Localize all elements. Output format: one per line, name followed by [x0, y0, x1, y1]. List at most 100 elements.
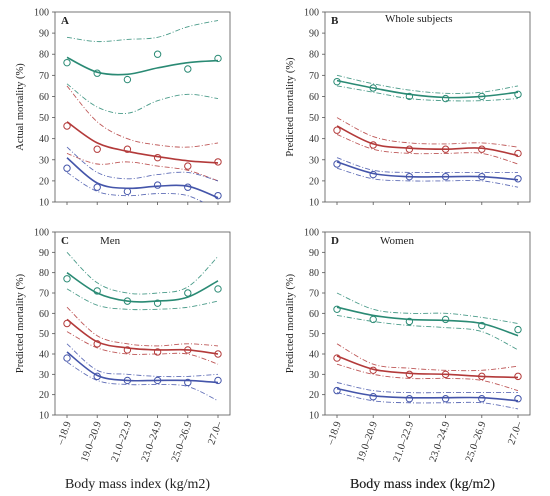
data-point [405, 92, 414, 101]
y-tick-label: 40 [39, 134, 49, 145]
y-tick-label: 30 [39, 370, 49, 381]
y-tick-label: 70 [309, 289, 319, 300]
series-0 [333, 74, 522, 103]
data-point [184, 65, 192, 73]
ci-upper-line [66, 85, 219, 148]
ci-upper-line [336, 157, 518, 174]
y-tick-label: 20 [39, 176, 49, 187]
data-point [405, 172, 414, 181]
data-point [153, 348, 162, 356]
series-1 [63, 85, 222, 182]
y-tick-label: 60 [39, 309, 49, 320]
data-point [514, 90, 522, 99]
x-tick-label: 25.0–26.9 [170, 420, 195, 463]
data-point [153, 153, 162, 162]
ci-upper-line [336, 74, 519, 94]
ci-lower-line [66, 288, 219, 311]
data-point [514, 149, 522, 158]
x-tick-label: 21.0–22.9 [392, 420, 417, 463]
data-point [214, 191, 222, 200]
ci-lower-line [66, 361, 219, 402]
ci-upper-line [66, 19, 219, 43]
data-point [123, 145, 132, 153]
y-tick-label: 50 [39, 113, 49, 124]
data-point [478, 395, 486, 403]
data-point [153, 50, 162, 58]
data-point [123, 376, 132, 385]
y-tick-label: 30 [39, 155, 49, 166]
data-point [441, 172, 450, 181]
series-0 [333, 292, 522, 351]
y-tick-label: 30 [309, 370, 319, 381]
data-point [478, 172, 486, 181]
data-point [184, 183, 192, 191]
data-point [441, 145, 450, 153]
plot-area [333, 292, 522, 410]
data-point [405, 370, 414, 379]
x-tick-label: 27.0– [206, 420, 225, 447]
data-point [478, 92, 486, 101]
panel-b: 10 20 30 40 50 60 70 80 90 100 B Whole subjects Pred… [285, 8, 531, 492]
x-tick-label: 23.0–24.9 [428, 420, 453, 463]
data-point [63, 275, 71, 283]
plot-frame [54, 231, 231, 416]
series-2 [63, 146, 222, 202]
data-point [514, 372, 522, 381]
data-point [93, 340, 101, 348]
data-point [123, 346, 132, 354]
data-point [478, 145, 486, 153]
x-tick-label: 19.0–20.9 [79, 420, 104, 463]
data-point [184, 378, 192, 387]
y-tick-label: 10 [309, 411, 319, 422]
data-point [93, 372, 101, 381]
y-tick-label: 70 [39, 71, 49, 82]
x-tick-label: 21.0–22.9 [110, 420, 135, 463]
panel-letter: C [61, 235, 69, 247]
panel-letter: D [331, 235, 339, 247]
data-point [333, 160, 341, 168]
ci-upper-line [66, 251, 219, 295]
y-axis-label: Predicted mortality (%) [15, 273, 26, 373]
series-0 [63, 19, 222, 114]
data-point [63, 164, 71, 172]
panel-title: Women [380, 235, 414, 247]
panel-title: Men [100, 235, 121, 247]
y-axis-label: Actual mortality (%) [15, 63, 26, 151]
data-point [184, 289, 192, 297]
fit-line [336, 355, 519, 379]
data-point [514, 325, 522, 334]
x-tick-label: 25.0–26.9 [464, 420, 489, 463]
y-tick-label: 50 [309, 329, 319, 340]
y-tick-label: 20 [309, 390, 319, 401]
panel-d: 10 20 30 40 50 60 70 80 90 100 –18.9 19.0–20.9 21.0–… [285, 228, 531, 492]
ci-upper-line [336, 382, 518, 394]
y-tick-label: 20 [309, 176, 319, 187]
data-point [214, 285, 222, 293]
y-tick-label: 60 [309, 92, 319, 103]
data-point [369, 366, 377, 374]
panel-letter: B [331, 15, 339, 27]
y-tick-label: 50 [309, 113, 319, 124]
y-axis-label: Predicted mortality (%) [285, 273, 296, 373]
data-point [123, 75, 132, 84]
y-tick-label: 10 [39, 198, 49, 209]
data-point [514, 175, 522, 183]
x-tick-label: –18.9 [325, 420, 344, 447]
data-point [123, 187, 132, 196]
x-axis-label: Body mass index (kg/m2) [350, 477, 495, 492]
ci-upper-line [66, 343, 219, 378]
x-tick-label: –18.9 [55, 420, 74, 447]
x-tick-label: 27.0– [506, 420, 525, 447]
plot-frame [54, 11, 231, 203]
data-point [93, 145, 101, 153]
data-point [93, 69, 101, 77]
series-0 [63, 251, 222, 311]
y-tick-label: 10 [39, 411, 49, 422]
y-tick-label: 90 [309, 29, 319, 40]
data-point [333, 354, 341, 362]
ci-lower-line [66, 331, 219, 365]
data-point [93, 183, 101, 191]
y-tick-label: 80 [39, 268, 49, 279]
data-point [514, 395, 522, 403]
y-tick-label: 70 [39, 289, 49, 300]
